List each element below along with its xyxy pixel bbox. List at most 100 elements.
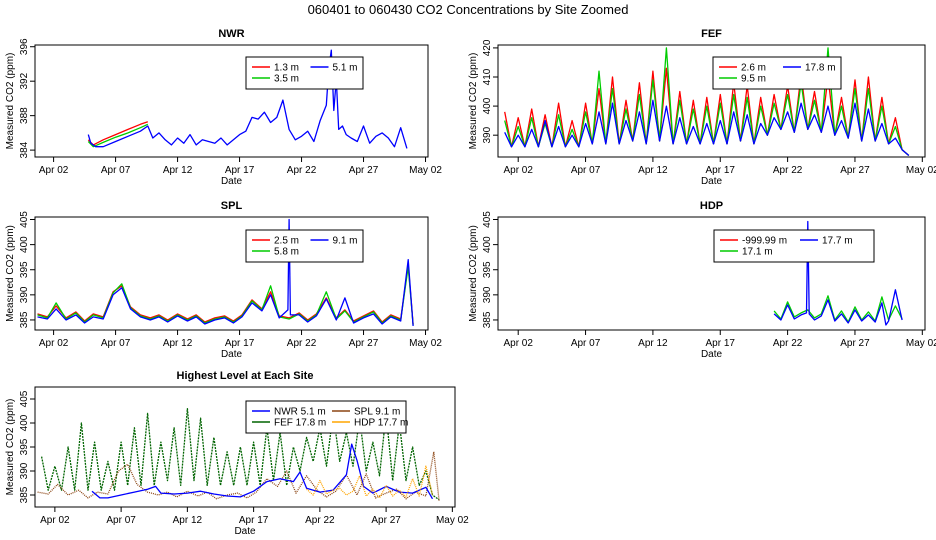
y-tick-label: 400: [19, 414, 30, 431]
plot-frame: [497, 216, 926, 331]
panel-highest: Apr 02 Apr 07 Apr 12 Apr 17 Apr 22 Apr 27 May …: [5, 370, 469, 537]
x-tick-label: Apr 27: [349, 165, 379, 176]
y-axis-label: Measured CO2 (ppm): [468, 53, 479, 150]
legend-box: [245, 56, 364, 90]
y-tick-label: 384: [19, 141, 30, 158]
y-tick-label: 390: [19, 286, 30, 303]
legend-label: 17.8 m: [805, 63, 836, 74]
legend-box: [713, 229, 875, 263]
x-tick-label: May 02: [409, 338, 442, 349]
panel-spl: Apr 02 Apr 07 Apr 12 Apr 17 Apr 22 Apr 27 May …: [5, 200, 442, 360]
y-tick-label: 395: [482, 261, 493, 278]
x-tick-label: May 02: [906, 165, 936, 176]
legend-label: 17.1 m: [742, 247, 773, 258]
y-axis-label: Measured CO2 (ppm): [5, 225, 16, 322]
series-line-1-3-m: [87, 121, 149, 146]
legend-label: SPL 9.1 m: [354, 407, 400, 418]
series-group: [87, 49, 408, 149]
x-tick-label: Apr 22: [287, 338, 317, 349]
x-tick-label: Apr 17: [706, 338, 736, 349]
legend-box: [712, 56, 842, 90]
x-tick-label: Apr 12: [638, 338, 668, 349]
x-axis-label: Date: [701, 176, 723, 187]
legend-label: 17.7 m: [822, 236, 853, 247]
x-tick-label: Apr 07: [571, 165, 601, 176]
x-tick-label: Apr 17: [706, 165, 736, 176]
x-tick-label: Apr 02: [503, 165, 533, 176]
y-axis-label: Measured CO2 (ppm): [468, 225, 479, 322]
legend-box: [245, 400, 407, 434]
series-line-5-1-m: [87, 49, 408, 149]
series-group: [37, 407, 440, 501]
y-tick-label: 385: [19, 486, 30, 503]
x-tick-label: Apr 12: [638, 165, 668, 176]
y-tick-label: 405: [19, 211, 30, 228]
x-tick-label: Apr 22: [287, 165, 317, 176]
x-tick-label: Apr 17: [225, 338, 255, 349]
legend-label: NWR 5.1 m: [274, 407, 326, 418]
x-tick-label: Apr 02: [40, 515, 70, 526]
x-tick-label: Apr 12: [163, 338, 193, 349]
y-tick-label: 400: [482, 236, 493, 253]
x-tick-label: May 02: [409, 165, 442, 176]
x-axis-label: Date: [234, 526, 256, 537]
x-axis-label: Date: [221, 176, 243, 187]
y-axis-label: Measured CO2 (ppm): [5, 399, 16, 496]
series-line-nwr-5-1-m: [91, 443, 434, 500]
legend: 2.5 m5.8 m 9.1 m: [245, 229, 364, 263]
legend-label: HDP 17.7 m: [354, 418, 408, 429]
x-tick-label: Apr 27: [840, 165, 870, 176]
legend-label: 1.3 m: [274, 63, 299, 74]
x-tick-label: May 02: [906, 338, 936, 349]
panel-title: HDP: [700, 200, 723, 212]
legend-box: [245, 229, 364, 263]
x-tick-label: Apr 22: [773, 165, 803, 176]
legend-label: 2.6 m: [741, 63, 766, 74]
y-tick-label: 396: [19, 38, 30, 55]
panel-title: SPL: [221, 200, 243, 212]
x-tick-label: Apr 07: [571, 338, 601, 349]
panel-title: FEF: [701, 28, 722, 40]
figure-title: 060401 to 060430 CO2 Concentrations by S…: [308, 2, 629, 17]
x-tick-label: May 02: [436, 515, 469, 526]
x-tick-label: Apr 22: [773, 338, 803, 349]
legend-label: 3.5 m: [274, 74, 299, 85]
panel-hdp: Apr 02 Apr 07 Apr 12 Apr 17 Apr 22 Apr 27 May …: [468, 200, 936, 360]
legend: -999.99 m17.1 m 17.7 m: [713, 229, 875, 263]
legend-label: -999.99 m: [742, 236, 787, 247]
legend-label: 5.1 m: [333, 63, 358, 74]
y-tick-label: 390: [482, 126, 493, 143]
panel-fef: Apr 02 Apr 07 Apr 12 Apr 17 Apr 22 Apr 27 May …: [468, 28, 936, 187]
y-tick-label: 405: [482, 211, 493, 228]
legend-label: 9.5 m: [741, 74, 766, 85]
x-axis-label: Date: [221, 349, 243, 360]
series-line-fef-17-8-m: [40, 407, 440, 501]
series-line-2-5-m: [37, 264, 414, 325]
y-tick-label: 390: [482, 286, 493, 303]
x-tick-label: Apr 22: [305, 515, 335, 526]
x-tick-label: Apr 12: [163, 165, 193, 176]
series-line-17-7-m: [773, 220, 903, 326]
series-line-17-8-m: [504, 99, 910, 156]
series-line-3-5-m: [87, 123, 149, 148]
x-tick-label: Apr 12: [173, 515, 203, 526]
series-line-2-6-m: [504, 67, 910, 156]
legend-label: 2.5 m: [274, 236, 299, 247]
panel-title: NWR: [218, 28, 244, 40]
legend: 1.3 m3.5 m 5.1 m: [245, 56, 364, 90]
y-tick-label: 385: [482, 311, 493, 328]
plot-frame: [34, 44, 429, 158]
series-line-hdp-17-7-m: [306, 465, 434, 499]
legend-label: 9.1 m: [333, 236, 358, 247]
x-tick-label: Apr 17: [239, 515, 269, 526]
plot-frame: [497, 44, 926, 158]
panel-nwr: Apr 02 Apr 07 Apr 12 Apr 17 Apr 22 Apr 27 May …: [5, 28, 442, 187]
y-tick-label: 410: [482, 68, 493, 85]
x-tick-label: Apr 27: [371, 515, 401, 526]
series-group: [37, 218, 414, 327]
y-tick-label: 390: [19, 462, 30, 479]
y-tick-label: 400: [19, 236, 30, 253]
y-tick-label: 420: [482, 39, 493, 56]
